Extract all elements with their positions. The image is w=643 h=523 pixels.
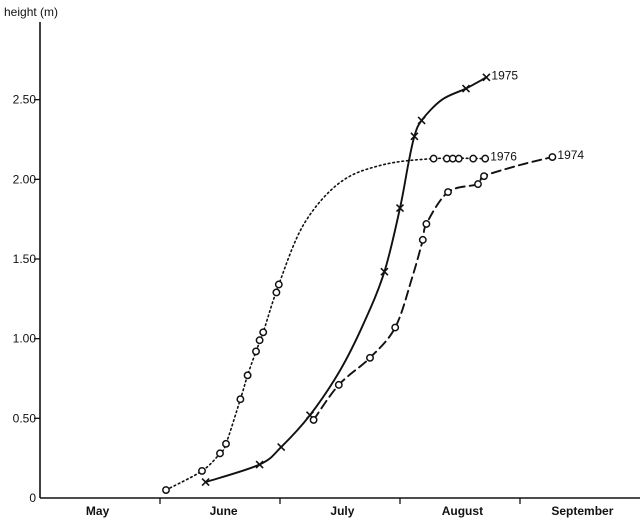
cross-stroke — [305, 411, 315, 420]
data-point — [482, 73, 491, 82]
data-point — [272, 288, 281, 297]
y-tick-label: 1.50 — [13, 252, 37, 266]
month-label: August — [442, 504, 483, 518]
data-point — [481, 154, 490, 163]
data-point — [444, 188, 452, 197]
data-point — [236, 395, 245, 404]
data-point — [480, 172, 488, 181]
cross-stroke — [417, 116, 426, 125]
series-layer — [162, 73, 557, 494]
data-point — [429, 154, 438, 163]
data-point — [461, 84, 471, 93]
series-1976 — [162, 154, 490, 494]
series-line-1974 — [312, 156, 554, 421]
y-ticks: 0 0.50 1.00 1.50 2.00 2.50 — [13, 93, 40, 505]
y-tick-label: 1.00 — [13, 332, 37, 346]
data-point — [366, 353, 374, 362]
data-point — [255, 336, 264, 345]
month-label: June — [210, 504, 238, 518]
data-point — [277, 442, 286, 452]
series-line-1976 — [165, 157, 486, 491]
data-point — [243, 371, 252, 380]
series-1975 — [201, 73, 491, 487]
data-point — [422, 219, 431, 228]
cross-stroke — [461, 84, 471, 93]
cross-stroke — [255, 460, 264, 469]
labels-layer: 1975 1976 1974 — [490, 68, 584, 163]
month-label: July — [330, 504, 354, 518]
series-label-1976: 1976 — [490, 150, 517, 164]
series-label-1974: 1974 — [557, 148, 584, 162]
data-point — [391, 323, 400, 332]
month-label: September — [551, 504, 613, 518]
month-label: May — [86, 504, 110, 518]
y-tick-label: 2.50 — [13, 93, 37, 107]
data-point — [252, 347, 260, 356]
cross-stroke — [277, 442, 286, 452]
data-point — [469, 154, 478, 163]
data-point — [334, 380, 343, 389]
cross-stroke — [201, 478, 210, 487]
data-point — [259, 328, 268, 337]
y-tick-label: 0.50 — [13, 411, 37, 425]
x-ticks: May June July August September — [86, 498, 614, 518]
data-point — [417, 116, 426, 125]
data-point — [216, 449, 224, 458]
cross-stroke — [380, 267, 389, 276]
data-point — [454, 154, 463, 163]
axes — [39, 22, 640, 499]
data-point — [395, 203, 405, 213]
data-point — [274, 280, 283, 289]
data-point — [255, 460, 264, 469]
cross-stroke — [410, 132, 419, 141]
data-point — [222, 439, 230, 448]
data-point — [548, 153, 557, 161]
data-point — [410, 132, 419, 141]
data-point — [418, 235, 427, 244]
series-1974 — [309, 153, 557, 424]
series-line-1975 — [204, 76, 488, 484]
y-tick-label: 2.00 — [13, 172, 37, 186]
data-point — [162, 486, 170, 494]
data-point — [201, 478, 210, 487]
cross-stroke — [395, 203, 405, 213]
y-axis-label: height (m) — [4, 5, 58, 19]
cross-stroke — [482, 73, 491, 82]
data-point — [474, 180, 482, 189]
series-label-1975: 1975 — [491, 68, 518, 82]
data-point — [309, 415, 318, 424]
data-point — [380, 267, 389, 276]
y-tick-label: 0 — [29, 491, 36, 505]
data-point — [198, 466, 206, 475]
